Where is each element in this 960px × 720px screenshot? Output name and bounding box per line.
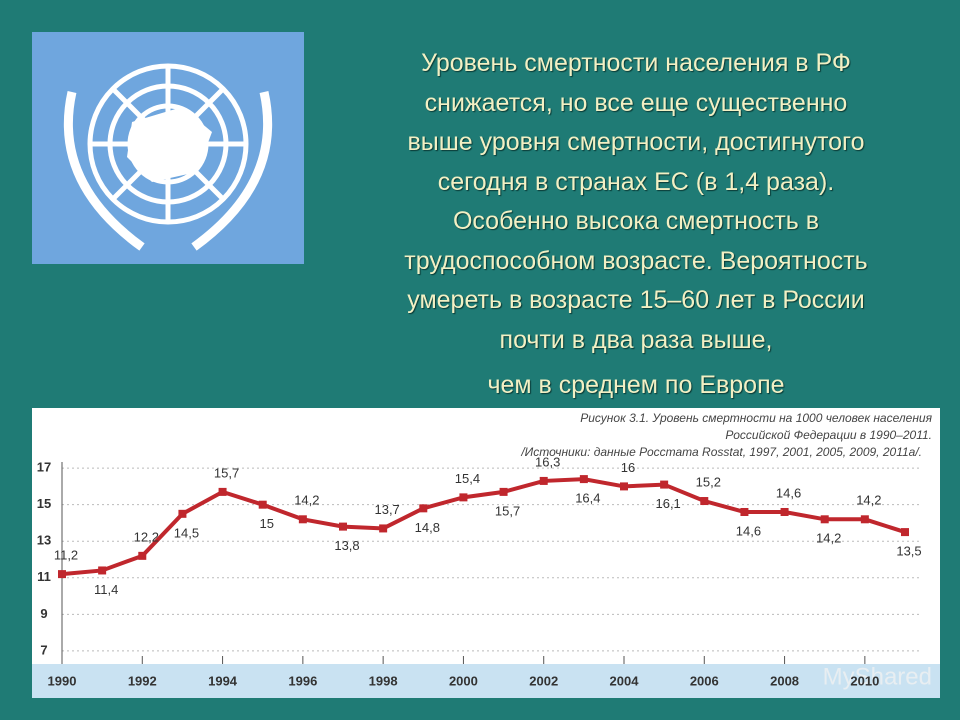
chart-source: /Источники: данные Росстата Rosstat, 199… — [520, 445, 922, 459]
y-tick-label: 11 — [37, 569, 51, 584]
value-label: 14,8 — [415, 520, 440, 535]
y-tick-label: 17 — [37, 460, 51, 475]
heading-line: почти в два раза выше, — [499, 325, 773, 354]
heading-line: сегодня в странах ЕС (в 1,4 раза). — [437, 167, 835, 196]
x-tick-label: 1996 — [288, 673, 317, 688]
x-tick-label: 2006 — [690, 673, 719, 688]
data-point — [901, 528, 909, 537]
value-label: 16,4 — [575, 491, 600, 506]
value-label: 11,2 — [54, 548, 78, 563]
value-label: 13,8 — [334, 538, 359, 553]
heading-line: снижается, но все еще существенно — [424, 88, 848, 117]
heading-line: Особенно высока смертность в — [452, 207, 820, 235]
value-label: 16,3 — [535, 454, 560, 469]
data-point — [579, 475, 588, 484]
x-tick-label: 2002 — [529, 673, 558, 688]
un-logo — [32, 32, 304, 264]
data-point — [339, 522, 347, 531]
value-label: 11,4 — [94, 582, 118, 597]
x-tick-label: 1992 — [128, 673, 157, 688]
chart-subtitle: Российской Федерации в 1990–2011. — [725, 428, 932, 442]
data-point — [539, 476, 548, 485]
x-tick-label: 2000 — [449, 673, 478, 688]
data-point — [178, 509, 187, 518]
y-tick-label: 15 — [37, 496, 51, 511]
value-label: 14,2 — [856, 493, 881, 508]
heading-line: выше уровня смертности, достигнутого — [407, 128, 865, 156]
value-label: 15,2 — [696, 474, 721, 489]
value-label: 16,1 — [655, 496, 680, 511]
value-label: 14,6 — [776, 485, 801, 500]
data-point — [499, 487, 508, 496]
data-point — [860, 515, 869, 524]
x-tick-label: 2010 — [850, 673, 879, 688]
value-label: 14,5 — [174, 525, 199, 540]
x-tick-label: 1994 — [208, 673, 238, 688]
chart-title: Рисунок 3.1. Уровень смертности на 1000 … — [580, 411, 932, 425]
x-tick-label: 1990 — [48, 673, 77, 688]
value-label: 13,5 — [896, 544, 921, 559]
y-tick-label: 9 — [40, 606, 47, 621]
data-point — [298, 515, 307, 524]
data-point — [98, 566, 107, 575]
heading-line: умереть в возрасте 15–60 лет в России — [407, 286, 865, 314]
value-label: 15,7 — [214, 465, 239, 480]
value-label: 14,2 — [816, 531, 841, 546]
value-label: 14,6 — [736, 523, 761, 538]
data-point — [138, 551, 147, 560]
value-label: 12,2 — [134, 529, 159, 544]
data-point — [700, 497, 709, 506]
value-label: 16 — [621, 460, 635, 475]
x-tick-label: 2004 — [610, 673, 640, 688]
heading-line: чем в среднем по Европе — [487, 371, 785, 399]
data-point — [58, 570, 66, 579]
watermark: MyShared — [823, 663, 932, 690]
value-label: 15,4 — [455, 471, 480, 486]
x-tick-label: 2008 — [770, 673, 799, 688]
data-line — [61, 477, 906, 577]
data-point — [620, 482, 628, 491]
data-point — [820, 515, 829, 524]
value-label: 15,7 — [495, 503, 520, 518]
value-label: 13,7 — [374, 502, 399, 517]
data-point — [419, 504, 428, 513]
x-tick-label: 1998 — [369, 673, 398, 688]
heading-line: трудоспособном возрасте. Вероятность — [404, 246, 868, 275]
value-label: 14,2 — [294, 493, 319, 508]
value-label: 15 — [259, 516, 273, 531]
data-point — [218, 487, 227, 496]
y-tick-label: 13 — [37, 533, 51, 548]
y-tick-label: 7 — [40, 642, 47, 657]
data-point — [258, 500, 267, 509]
data-point — [780, 507, 789, 516]
data-point — [660, 480, 669, 489]
data-point — [379, 524, 388, 533]
heading-line: Уровень смертности населения в РФ — [421, 49, 851, 77]
heading: Уровень смертности населения в РФ снижает… — [320, 44, 952, 406]
data-point — [459, 493, 468, 502]
data-point — [740, 507, 749, 516]
